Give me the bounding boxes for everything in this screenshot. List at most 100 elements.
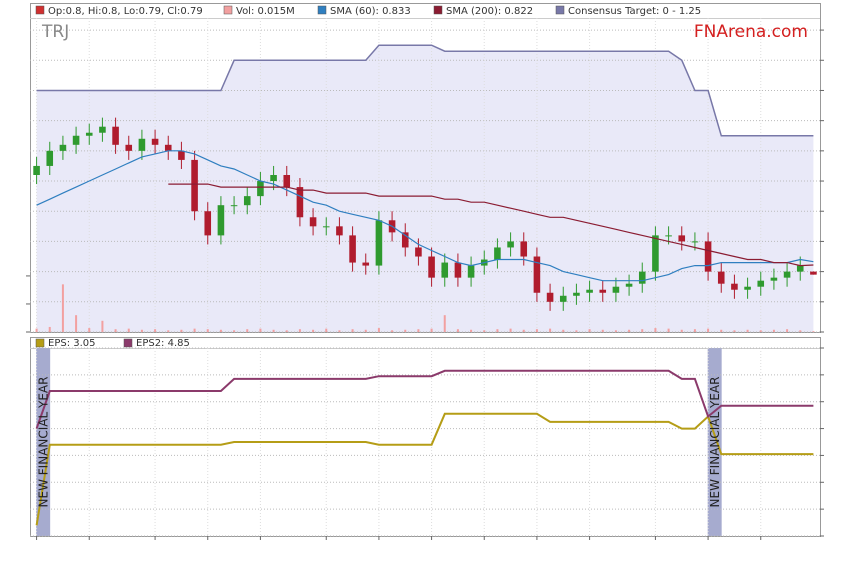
volume-bar (193, 328, 196, 332)
volume-bar (140, 329, 143, 332)
candle-body (151, 138, 159, 145)
candle-body (810, 271, 817, 275)
volume-bar (720, 329, 723, 332)
volume-bar (75, 315, 78, 332)
volume-bar (443, 315, 446, 332)
candle-body (678, 235, 686, 242)
legend-label: Consensus Target: 0 - 1.25 (568, 6, 701, 17)
legend-label: Op:0.8, Hi:0.8, Lo:0.79, Cl:0.79 (48, 6, 203, 17)
volume-bar (509, 328, 512, 332)
annotation-label: NEW FINANCIAL YEAR (708, 377, 722, 508)
candle-body (507, 241, 514, 248)
series-line (35, 412, 814, 526)
candle-body (731, 283, 738, 290)
candle-body (665, 235, 672, 237)
candle-body (441, 262, 449, 278)
volume-bar (312, 329, 315, 332)
candle-body (349, 235, 356, 263)
candle-body (191, 159, 198, 212)
volume-bar (641, 329, 644, 332)
candle-body (204, 211, 212, 236)
volume-bar (404, 329, 407, 332)
brand: FNArena.com (694, 22, 808, 42)
volume-bar (614, 330, 617, 332)
candle-body (783, 271, 791, 278)
candle-body (559, 295, 567, 302)
volume-bar (667, 328, 670, 332)
candle-body (796, 265, 804, 272)
volume-bar (535, 329, 538, 332)
volume-bar (377, 328, 380, 332)
candle-body (757, 280, 765, 287)
volume-bar (562, 329, 565, 332)
annotation-label: NEW FINANCIAL YEAR (37, 377, 51, 508)
volume-bar (549, 328, 552, 332)
text-layer: TRJ FNArena.com Op:0.8, Hi:0.8, Lo:0.79,… (35, 5, 808, 508)
candle-body (375, 220, 383, 266)
volume-bar (496, 329, 499, 332)
legend-swatch (123, 338, 133, 348)
candle-body (33, 165, 40, 175)
legend-swatch (317, 5, 327, 15)
volume-bar (588, 329, 591, 332)
candle-body (652, 235, 659, 272)
candle-body (99, 126, 106, 133)
volume-bar (707, 328, 710, 332)
volume-bar (298, 329, 301, 332)
candle-body (296, 187, 304, 218)
volume-bar (693, 329, 696, 332)
volume-bar (219, 329, 222, 332)
volume-bar (456, 329, 459, 332)
candle-body (638, 271, 646, 284)
volume-bar (325, 328, 328, 332)
volume-bar (470, 329, 473, 332)
volume-bar (772, 329, 775, 332)
volume-bar (799, 330, 802, 332)
volume-bar (101, 320, 104, 332)
legend-swatch (555, 5, 565, 15)
legend-swatch (433, 5, 443, 15)
candle-body (72, 135, 80, 145)
candle-body (85, 132, 93, 136)
marks-layer (33, 44, 817, 526)
candle-body (164, 144, 172, 151)
legend-label: EPS: 3.05 (48, 338, 96, 349)
volume-bar (351, 329, 354, 332)
volume-bar (338, 330, 341, 332)
candle-body (454, 262, 462, 278)
legend-swatch (35, 338, 45, 348)
candle-body (178, 150, 185, 160)
volume-bar (430, 328, 433, 332)
volume-bar (206, 329, 209, 332)
candle-body (717, 271, 725, 284)
candle-body (744, 286, 751, 290)
candle-body (599, 289, 607, 293)
legend-label: SMA (60): 0.833 (330, 6, 411, 17)
candle-body (415, 247, 422, 257)
candle-body (691, 241, 699, 243)
consensus-area (36, 45, 814, 332)
volume-bar (272, 329, 275, 332)
volume-bar (61, 284, 64, 332)
candle-body (573, 292, 580, 296)
candle-body (533, 256, 541, 293)
candle-body (322, 226, 330, 228)
candle-body (309, 217, 317, 227)
volume-bar (48, 326, 51, 332)
volume-bar (483, 330, 486, 332)
volume-bar (114, 329, 117, 332)
volume-bar (786, 329, 789, 332)
volume-bar (628, 329, 631, 332)
volume-bar (364, 329, 367, 332)
volume-bar (88, 328, 91, 332)
bottom-panel-frame (30, 337, 821, 537)
volume-bar (654, 328, 657, 332)
volume-bar (180, 329, 183, 332)
legend-label: EPS2: 4.85 (136, 338, 190, 349)
volume-bar (127, 328, 130, 332)
legend-swatch (35, 5, 45, 15)
volume-bar (285, 330, 288, 332)
volume-bar (246, 329, 249, 332)
candle-body (125, 144, 133, 151)
legend-label: SMA (200): 0.822 (446, 6, 533, 17)
